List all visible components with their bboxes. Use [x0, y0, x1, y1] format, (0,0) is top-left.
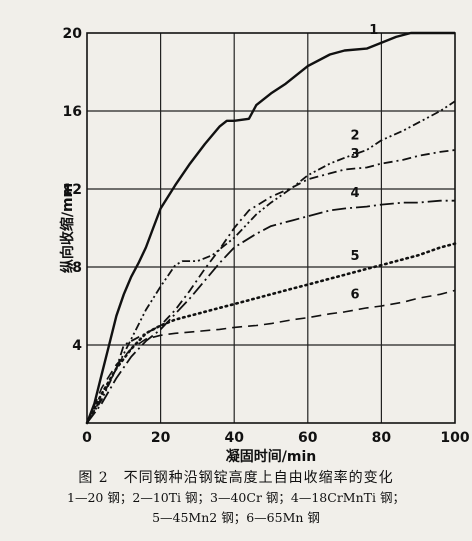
x-tick-label: 0 [82, 430, 92, 446]
grid [87, 33, 455, 423]
y-tick-label: 8 [72, 260, 82, 276]
caption-legend-line-2: 5—45Mn2 钢；6—65Mn 钢 [152, 510, 320, 525]
x-tick-label: 60 [298, 430, 318, 446]
series-label-4: 4 [350, 186, 359, 201]
series-lines [85, 31, 457, 425]
figure-caption: 图 2 不同钢种沿钢锭高度上自由收缩率的变化 1—20 钢；2—10Ti 钢；3… [0, 468, 472, 528]
series-labels: 1 2 3 4 5 6 [350, 23, 378, 302]
series-line-1 [85, 31, 455, 424]
y-tick-label: 12 [63, 182, 82, 198]
series-label-6: 6 [350, 288, 359, 303]
caption-legend-line-1: 1—20 钢；2—10Ti 钢；3—40Cr 钢；4—18CrMnTi 钢； [67, 490, 405, 505]
x-axis-title: 凝固时间/min [226, 448, 316, 465]
series-line-6 [86, 289, 456, 424]
x-tick-label: 80 [372, 430, 392, 446]
y-tick-label: 4 [72, 338, 82, 354]
series-line-2 [86, 100, 456, 424]
series-label-5: 5 [350, 249, 359, 264]
caption-title: 图 2 不同钢种沿钢锭高度上自由收缩率的变化 [78, 470, 394, 486]
series-label-3: 3 [350, 147, 359, 162]
series-label-2: 2 [350, 128, 359, 143]
y-tick-label: 16 [63, 104, 82, 120]
series-line-3 [86, 149, 456, 424]
x-tick-label: 40 [224, 430, 244, 446]
y-tick-label: 20 [63, 26, 83, 42]
plot-frame [86, 32, 456, 424]
x-tick-label: 20 [151, 430, 171, 446]
series-label-1: 1 [369, 23, 378, 38]
x-tick-label: 100 [440, 430, 469, 446]
series-line-5 [85, 242, 457, 425]
y-axis-title: 纵向收缩/mm [59, 183, 76, 273]
series-line-4 [86, 199, 455, 424]
